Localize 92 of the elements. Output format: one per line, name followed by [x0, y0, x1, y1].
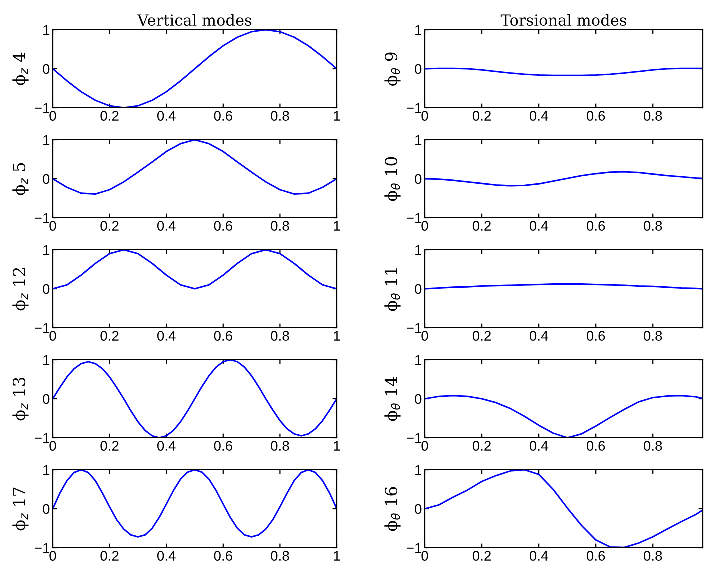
- x-tick-label: 0.4: [157, 441, 176, 451]
- x-tick-label: 0.8: [644, 551, 662, 561]
- x-tick-label: 0.2: [100, 111, 119, 121]
- y-tick-label: −1: [35, 323, 50, 334]
- y-tick-label: 0: [415, 174, 422, 184]
- chart-title: Torsional modes: [500, 14, 626, 26]
- y-tick-label: 0: [415, 394, 422, 404]
- x-tick-label: 0.6: [586, 441, 606, 451]
- x-tick-label: 0.4: [157, 111, 176, 121]
- line-series: [425, 171, 703, 187]
- y-tick-label: −1: [35, 543, 50, 554]
- y-axis-title: ϕ$_{θ}$ 16: [384, 487, 401, 532]
- x-tick-label: 0.6: [214, 221, 232, 231]
- y-tick-label: 0: [43, 174, 50, 184]
- x-tick-label: 0.4: [530, 441, 548, 451]
- y-tick-label: 1: [416, 355, 422, 366]
- y-tick-label: 0: [415, 284, 422, 294]
- x-tick-label: 1: [334, 551, 340, 561]
- x-tick-label: 0.2: [472, 331, 491, 341]
- x-tick-label: 1: [334, 111, 340, 121]
- y-tick-label: 1: [44, 355, 50, 366]
- x-tick-label: 0.8: [271, 441, 290, 451]
- x-tick-label: 0.8: [271, 111, 290, 121]
- y-tick-label: 1: [44, 465, 50, 476]
- y-tick-label: 1: [416, 135, 422, 146]
- x-tick-label: 1: [334, 441, 340, 451]
- x-tick-label: 0.8: [644, 441, 662, 451]
- y-tick-label: −1: [407, 103, 422, 114]
- x-tick-label: 0.6: [586, 221, 606, 231]
- x-tick-label: 0.6: [586, 331, 606, 341]
- y-tick-label: −1: [407, 213, 422, 224]
- y-tick-label: 0: [415, 64, 422, 74]
- x-tick-label: 0.2: [100, 221, 119, 231]
- y-tick-label: 1: [44, 135, 50, 146]
- x-tick-label: 0.8: [271, 221, 290, 231]
- y-axis-title: ϕ$_{θ}$ 11: [384, 268, 401, 312]
- y-tick-label: −1: [407, 433, 422, 444]
- y-axis-title: ϕ$_{z}$ 13: [12, 378, 29, 421]
- x-tick-label: 0.6: [586, 551, 606, 561]
- y-axis-title: ϕ$_{z}$ 5: [12, 163, 29, 196]
- y-axis-title: ϕ$_{z}$ 12: [12, 268, 29, 311]
- x-tick-label: 0.6: [214, 551, 232, 561]
- x-tick-label: 0.4: [530, 221, 548, 231]
- x-tick-label: 0.6: [214, 331, 232, 341]
- x-tick-label: 0.8: [644, 111, 662, 121]
- y-tick-label: −1: [35, 213, 50, 224]
- y-tick-label: 0: [43, 64, 50, 74]
- x-tick-label: 0.2: [472, 111, 491, 121]
- x-tick-label: 0.6: [214, 441, 232, 451]
- x-tick-label: 0.8: [644, 331, 662, 341]
- y-tick-label: 0: [415, 504, 422, 514]
- y-tick-label: 1: [44, 245, 50, 256]
- y-tick-label: 1: [416, 245, 422, 256]
- x-tick-label: 0.6: [586, 111, 606, 121]
- line-series: [425, 68, 703, 76]
- x-tick-label: 0.4: [157, 331, 176, 341]
- x-tick-label: 0.8: [271, 331, 290, 341]
- y-tick-label: −1: [407, 543, 422, 554]
- x-tick-label: 0.4: [530, 331, 548, 341]
- x-tick-label: 0.2: [472, 551, 491, 561]
- x-tick-label: 0.2: [100, 331, 119, 341]
- line-series: [53, 30, 337, 108]
- y-tick-label: 1: [416, 465, 422, 476]
- x-tick-label: 0.6: [214, 111, 232, 121]
- x-tick-label: 0.2: [472, 221, 491, 231]
- x-tick-label: 0.8: [644, 221, 662, 231]
- x-tick-label: 0.4: [530, 551, 548, 561]
- line-series: [425, 470, 703, 548]
- y-tick-label: −1: [35, 103, 50, 114]
- y-tick-label: 1: [416, 25, 422, 36]
- x-tick-label: 0.8: [271, 551, 290, 561]
- x-tick-label: 0.4: [157, 551, 176, 561]
- y-tick-label: 1: [44, 25, 50, 36]
- line-series: [53, 360, 337, 438]
- y-tick-label: 0: [43, 394, 50, 404]
- x-tick-label: 0.4: [530, 111, 548, 121]
- y-tick-label: −1: [407, 323, 422, 334]
- y-tick-label: 0: [43, 504, 50, 514]
- chart-title: Vertical modes: [137, 14, 252, 26]
- x-tick-label: 0.2: [100, 551, 119, 561]
- y-tick-label: −1: [35, 433, 50, 444]
- x-tick-label: 0.2: [100, 441, 119, 451]
- y-axis-title: ϕ$_{z}$ 17: [12, 488, 29, 531]
- y-tick-label: 0: [43, 284, 50, 294]
- x-tick-label: 1: [334, 331, 340, 341]
- y-axis-title: ϕ$_{z}$ 4: [12, 52, 29, 86]
- x-tick-label: 0.4: [157, 221, 176, 231]
- y-axis-title: ϕ$_{θ}$ 10: [384, 157, 401, 202]
- y-axis-title: ϕ$_{θ}$ 9: [384, 52, 401, 86]
- y-axis-title: ϕ$_{θ}$ 14: [384, 377, 401, 422]
- x-tick-label: 1: [334, 221, 340, 231]
- x-tick-label: 0.2: [472, 441, 491, 451]
